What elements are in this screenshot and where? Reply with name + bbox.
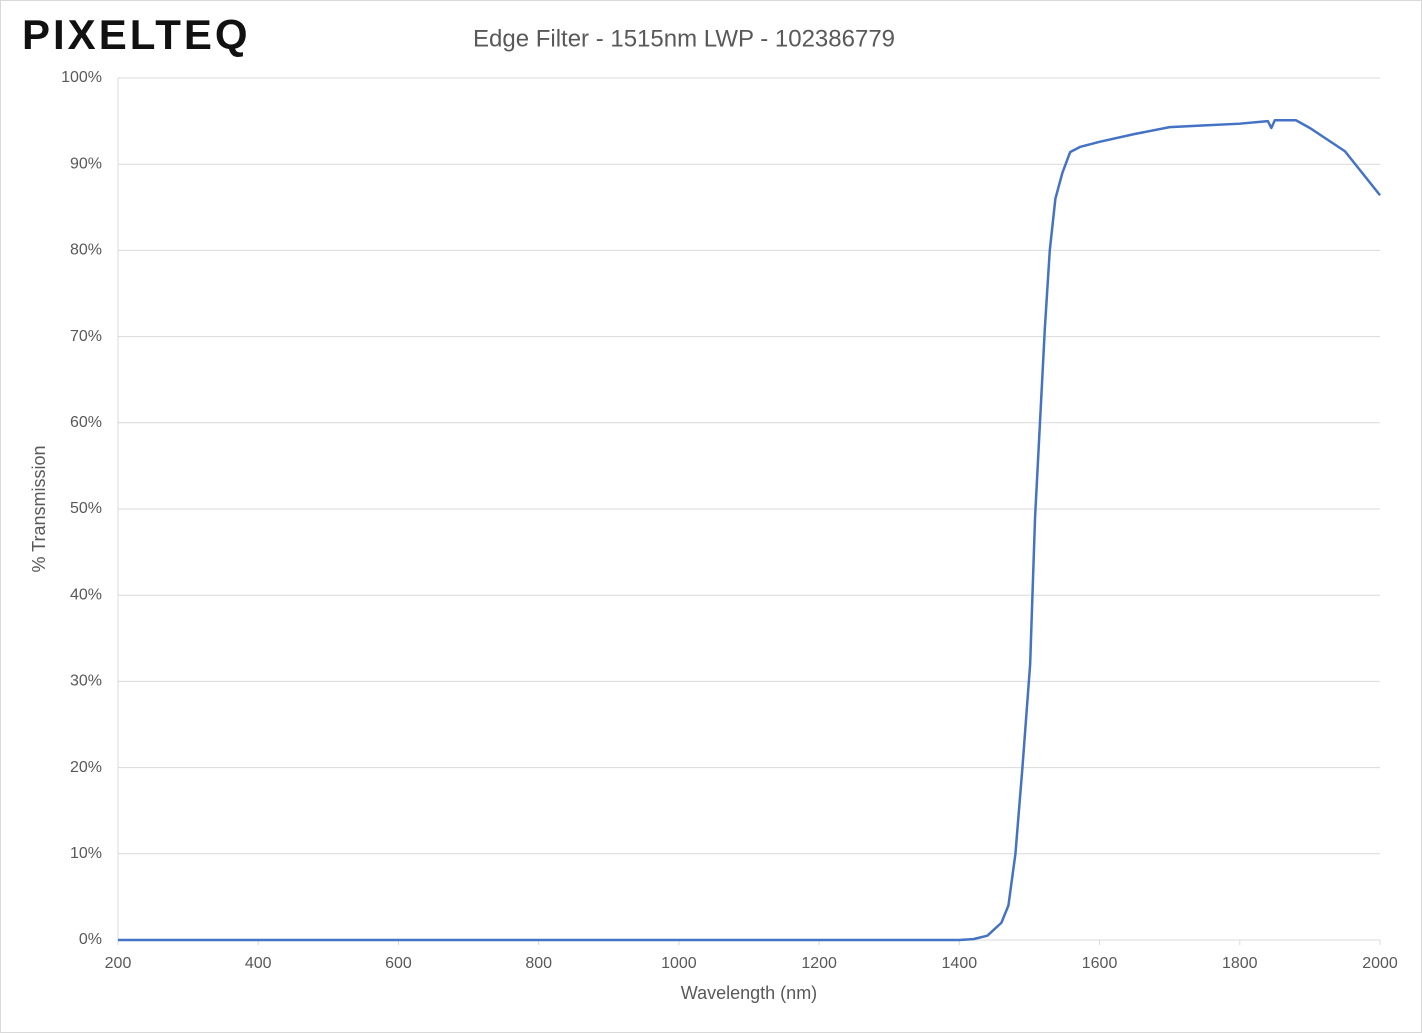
data-line bbox=[118, 118, 1381, 942]
chart-title: Edge Filter - 1515nm LWP - 102386779 bbox=[473, 25, 895, 52]
x-tick-label: 400 bbox=[245, 955, 272, 972]
y-tick-label: 80% bbox=[70, 242, 102, 259]
y-tick-label: 60% bbox=[70, 414, 102, 431]
x-tick-label: 1800 bbox=[1222, 955, 1258, 972]
x-tick-label: 1400 bbox=[942, 955, 978, 972]
x-tick-label: 800 bbox=[525, 955, 552, 972]
y-tick-label: 100% bbox=[61, 69, 102, 86]
y-axis-label: % Transmission bbox=[29, 445, 49, 572]
x-tick-label: 200 bbox=[105, 955, 132, 972]
x-tick-label: 600 bbox=[385, 955, 412, 972]
x-tick-label: 1000 bbox=[661, 955, 697, 972]
x-axis-label: Wavelength (nm) bbox=[681, 983, 817, 1003]
x-tick-label: 2000 bbox=[1362, 955, 1398, 972]
y-tick-label: 50% bbox=[70, 500, 102, 517]
logo: PIXELTEQ bbox=[22, 11, 251, 58]
y-tick-label: 40% bbox=[70, 586, 102, 603]
y-tick-label: 30% bbox=[70, 673, 102, 690]
y-tick-label: 20% bbox=[70, 759, 102, 776]
x-tick-label: 1200 bbox=[801, 955, 837, 972]
y-tick-label: 0% bbox=[79, 931, 102, 948]
y-tick-label: 70% bbox=[70, 328, 102, 345]
y-tick-label: 90% bbox=[70, 155, 102, 172]
x-tick-label: 1600 bbox=[1082, 955, 1118, 972]
y-tick-label: 10% bbox=[70, 845, 102, 862]
